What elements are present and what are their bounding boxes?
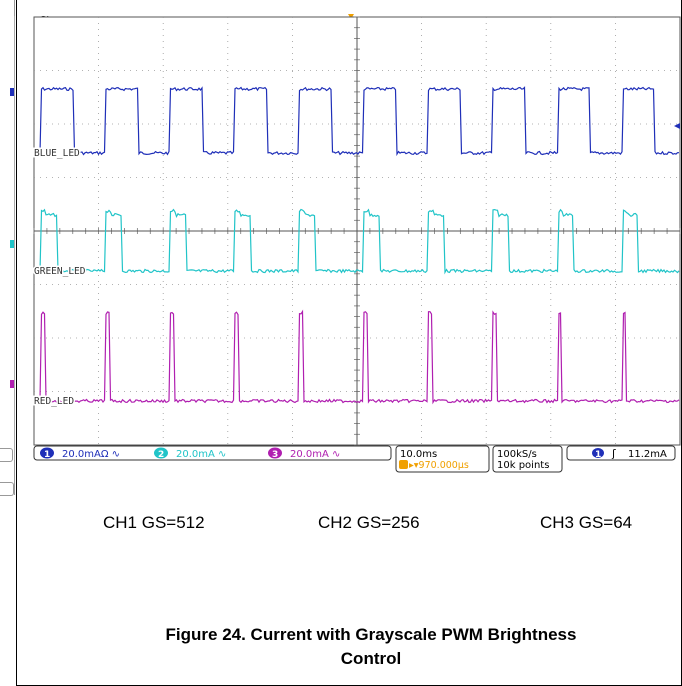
channel-scale-badge xyxy=(268,447,282,459)
series-label-green-led: GREEN_LED xyxy=(34,266,86,277)
scope-svg: StopT1BLUE_LED2GREEN_LED3RED_LED120.0mAΩ… xyxy=(33,14,681,473)
waveform-trace xyxy=(33,86,679,157)
series-blue-led: 1BLUE_LED xyxy=(33,86,679,161)
channel-scale-badge xyxy=(154,447,168,459)
trigger-slope-icon: ʃ xyxy=(611,447,616,460)
figure-caption-line2: Control xyxy=(340,649,402,668)
series-green-led: 2GREEN_LED xyxy=(33,208,680,279)
caption-ch3: CH3 GS=64 xyxy=(540,513,633,532)
scale-readout-box xyxy=(33,445,392,461)
channel-scale-value: 20.0mA ∿ xyxy=(290,449,340,460)
trigger-source-num: 1 xyxy=(595,450,601,460)
channel-scale-value: 20.0mA ∿ xyxy=(176,449,226,460)
timebase-frame xyxy=(395,445,490,473)
figure-caption-line1: Figure 24. Current with Grayscale PWM Br… xyxy=(165,625,577,644)
trigger-level-arrow xyxy=(674,123,680,129)
channel-scale-num: 1 xyxy=(44,450,50,460)
caption-ch1: CH1 GS=512 xyxy=(103,513,205,532)
left-border-line xyxy=(16,0,17,686)
trigger-pos-icon xyxy=(399,460,408,469)
timebase-box: 10.0ms▸▾970.000µs xyxy=(395,445,490,473)
sample-rate: 100kS/s xyxy=(497,449,537,460)
waveform-trace xyxy=(33,309,680,405)
trigger-level: 11.2mA xyxy=(628,449,667,460)
scale-readout-bar: 1 20.0mAΩ ∿ 2 20.0mA ∿ 3 20.0mA ∿ xyxy=(33,445,392,461)
series-red-led: 3RED_LED xyxy=(33,309,680,409)
channel-scale-badge xyxy=(40,447,54,459)
trigger-source-badge xyxy=(592,448,604,458)
channel-scale-num: 2 xyxy=(158,450,164,460)
channel-scale-value: 20.0mAΩ ∿ xyxy=(62,449,120,460)
channel-scale-num: 3 xyxy=(272,450,278,460)
series-label-red-led: RED_LED xyxy=(34,396,74,407)
left-panel-remnant xyxy=(0,0,15,496)
time-per-div: 10.0ms xyxy=(400,449,437,460)
record-length: 10k points xyxy=(497,460,549,471)
series-label-blue-led: BLUE_LED xyxy=(34,148,80,159)
trigger-position: ▸▾970.000µs xyxy=(409,460,469,471)
caption-ch2: CH2 GS=256 xyxy=(318,513,420,532)
trigger-box: 1 ʃ 11.2mA xyxy=(566,445,676,461)
oscilloscope-display: StopT1BLUE_LED2GREEN_LED3RED_LED120.0mAΩ… xyxy=(32,13,682,473)
acquisition-frame xyxy=(492,445,563,473)
waveform-trace xyxy=(33,208,680,275)
